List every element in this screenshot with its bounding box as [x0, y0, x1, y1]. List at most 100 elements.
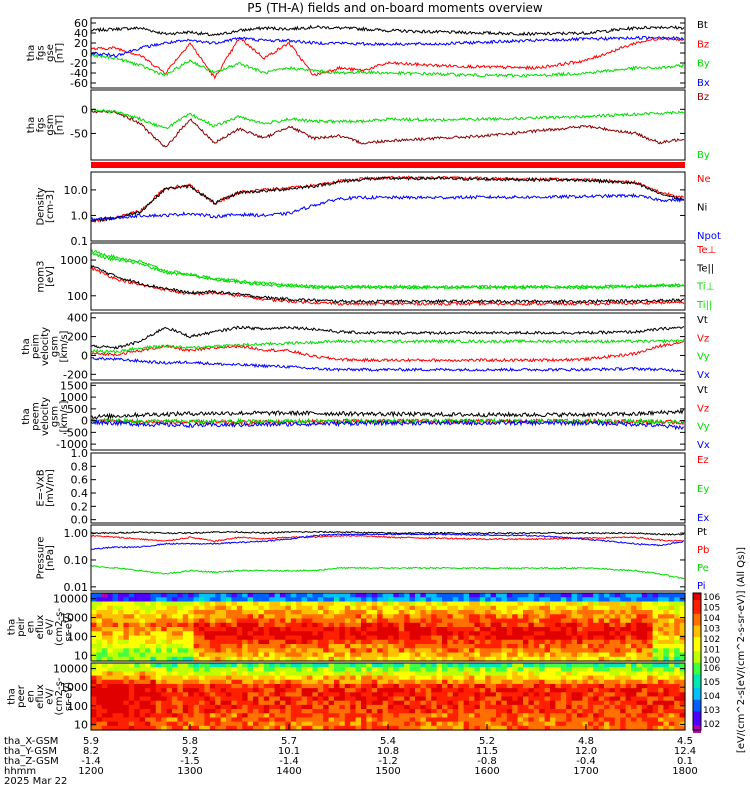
spectrogram-cell: [442, 671, 448, 677]
spectrogram-cell: [641, 618, 648, 624]
spectrogram-cell: [506, 696, 513, 702]
spectrogram-cell: [674, 631, 681, 637]
spectrogram-cell: [290, 597, 297, 603]
spectrogram-cell: [523, 675, 529, 681]
colorbar-cell: [693, 683, 701, 687]
spectrogram-cell: [436, 692, 443, 698]
spectrogram-cell: [533, 725, 540, 731]
spectrogram-cell: [582, 713, 589, 719]
spectrogram-cell: [280, 597, 286, 603]
spectrogram-cell: [625, 622, 632, 628]
spectrogram-cell: [350, 725, 357, 731]
spectrogram-cell: [544, 688, 551, 693]
spectrogram-cell: [593, 622, 600, 628]
spectrogram-cell: [566, 631, 573, 637]
spectrogram-cell: [231, 622, 238, 628]
spectrogram-cell: [107, 631, 114, 637]
spectrogram-cell: [182, 700, 189, 706]
spectrogram-cell: [652, 696, 659, 702]
spectrogram-cell: [528, 717, 535, 723]
spectrogram-cell: [517, 618, 524, 624]
spectrogram-cell: [290, 652, 297, 658]
spectrogram-cell: [361, 622, 367, 628]
spectrogram-cell: [382, 717, 389, 723]
spectrogram-cell: [150, 679, 157, 685]
colorbar-cell: [693, 609, 701, 613]
spectrogram-cell: [96, 614, 103, 620]
spectrogram-cell: [220, 601, 227, 607]
spectrogram-cell: [452, 618, 459, 624]
spectrogram-cell: [96, 692, 103, 698]
spectrogram-cell: [193, 692, 200, 698]
spectrogram-cell: [344, 627, 351, 632]
spectrogram-cell: [161, 635, 168, 641]
spectrogram-cell: [253, 597, 259, 603]
spectrogram-cell: [593, 605, 600, 611]
spectrogram-cell: [177, 675, 184, 681]
spectrogram-cell: [560, 709, 567, 714]
spectrogram-cell: [469, 610, 475, 615]
spectrogram-cell: [323, 709, 330, 714]
spectrogram-cell: [641, 675, 648, 681]
spectrogram-cell: [463, 688, 470, 693]
spectrogram-cell: [641, 700, 648, 706]
spectrogram-cell: [209, 663, 216, 668]
spectrogram-cell: [155, 601, 162, 607]
spectrogram-cell: [188, 652, 195, 658]
spectrogram-cell: [188, 683, 195, 689]
spectrogram-cell: [361, 721, 367, 727]
spectrogram-cell: [571, 610, 578, 615]
spectrogram-cell: [166, 601, 173, 607]
spectrogram-cell: [242, 675, 249, 681]
spectrogram-cell: [220, 631, 227, 637]
spectrogram-cell: [269, 725, 276, 731]
spectrogram-cell: [533, 704, 540, 710]
spectrogram-cell: [377, 618, 384, 624]
spectrogram-cell: [598, 679, 605, 685]
spectrogram-cell: [668, 631, 675, 637]
spectrogram-cell: [506, 713, 513, 719]
spectrogram-cell: [290, 721, 297, 727]
spectrogram-cell: [231, 601, 238, 607]
spectrogram-cell: [523, 683, 529, 689]
spectrogram-cell: [658, 679, 664, 685]
spectrogram-cell: [398, 622, 405, 628]
spectrogram-cell: [458, 597, 465, 603]
spectrogram-cell: [652, 700, 659, 706]
spectrogram-cell: [652, 605, 659, 611]
spectrogram-cell: [577, 700, 583, 706]
spectrogram-cell: [652, 679, 659, 685]
ephemeris-value: 1800: [672, 766, 697, 777]
spectrogram-cell: [631, 713, 637, 719]
spectrogram-cell: [398, 631, 405, 637]
spectrogram-cell: [296, 721, 303, 727]
spectrogram-cell: [323, 644, 330, 649]
spectrogram-cell: [328, 683, 335, 689]
spectrogram-cell: [388, 635, 394, 641]
spectrogram-cell: [96, 675, 103, 681]
spectrogram-cell: [269, 683, 276, 689]
spectrogram-cell: [636, 597, 643, 603]
spectrogram-cell: [317, 618, 324, 624]
spectrogram-cell: [668, 605, 675, 611]
spectrogram-cell: [128, 601, 135, 607]
spectrogram-cell: [350, 667, 357, 672]
spectrogram-cell: [258, 663, 265, 668]
series-density-Ni: [90, 175, 685, 223]
spectrogram-cell: [668, 717, 675, 723]
spectrogram-cell: [323, 688, 330, 693]
spectrogram-cell: [598, 696, 605, 702]
spectrogram-cell: [323, 725, 330, 731]
spectrogram-cell: [447, 618, 454, 624]
spectrogram-cell: [290, 601, 297, 607]
spectrogram-cell: [550, 679, 556, 685]
y-tick-label: 10: [74, 649, 88, 662]
spectrogram-cell: [199, 721, 205, 727]
y-axis-label-line: Density: [35, 187, 46, 225]
spectrogram-cell: [415, 696, 421, 702]
spectrogram-cell: [609, 704, 616, 710]
spectrogram-cell: [155, 622, 162, 628]
spectrogram-cell: [339, 614, 346, 620]
spectrogram-cell: [398, 639, 405, 645]
